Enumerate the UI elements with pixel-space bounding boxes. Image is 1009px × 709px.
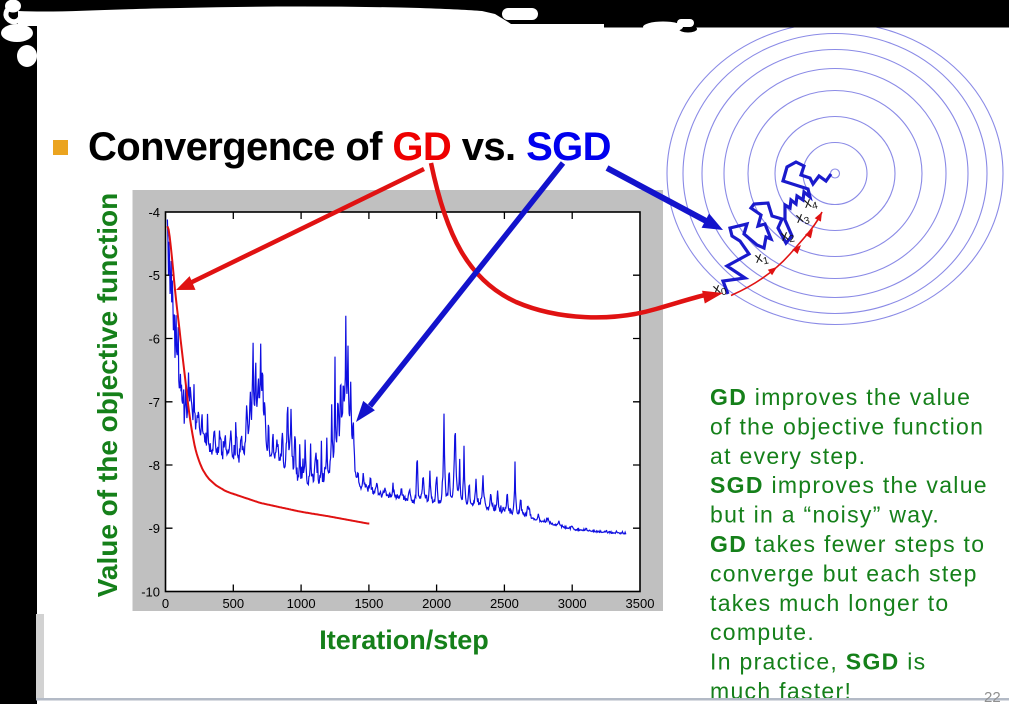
svg-text:-5: -5 xyxy=(148,268,160,283)
svg-text:Iteration/step: Iteration/step xyxy=(319,625,489,655)
svg-text:Value of the objective functio: Value of the objective function xyxy=(92,193,123,598)
svg-text:1000: 1000 xyxy=(287,596,316,611)
svg-text:2000: 2000 xyxy=(422,596,451,611)
svg-text:GD improves the value: GD improves the value xyxy=(710,384,971,410)
svg-text:-9: -9 xyxy=(148,521,160,536)
svg-text:but in a “noisy” way.: but in a “noisy” way. xyxy=(710,502,940,528)
svg-text:Convergence of GD vs. SGD: Convergence of GD vs. SGD xyxy=(88,125,611,169)
svg-text:1500: 1500 xyxy=(354,596,383,611)
svg-text:-10: -10 xyxy=(141,585,160,600)
svg-text:compute.: compute. xyxy=(710,619,815,645)
svg-text:GD takes fewer steps to: GD takes fewer steps to xyxy=(710,531,985,557)
svg-text:takes much longer to: takes much longer to xyxy=(710,590,950,616)
svg-text:In practice, SGD is: In practice, SGD is xyxy=(710,649,926,675)
svg-text:-4: -4 xyxy=(148,205,160,220)
svg-text:of the objective function: of the objective function xyxy=(710,413,984,439)
svg-text:500: 500 xyxy=(222,596,244,611)
svg-text:22: 22 xyxy=(984,689,1001,704)
svg-text:converge but each step: converge but each step xyxy=(710,560,978,586)
svg-text:3500: 3500 xyxy=(626,596,655,611)
svg-text:at every step.: at every step. xyxy=(710,443,866,469)
svg-text:-6: -6 xyxy=(148,332,160,347)
svg-text:SGD improves the value: SGD improves the value xyxy=(710,472,988,498)
svg-text:-8: -8 xyxy=(148,458,160,473)
svg-text:2500: 2500 xyxy=(490,596,519,611)
svg-text:3000: 3000 xyxy=(558,596,587,611)
svg-text:-7: -7 xyxy=(148,395,160,410)
svg-text:0: 0 xyxy=(162,596,169,611)
